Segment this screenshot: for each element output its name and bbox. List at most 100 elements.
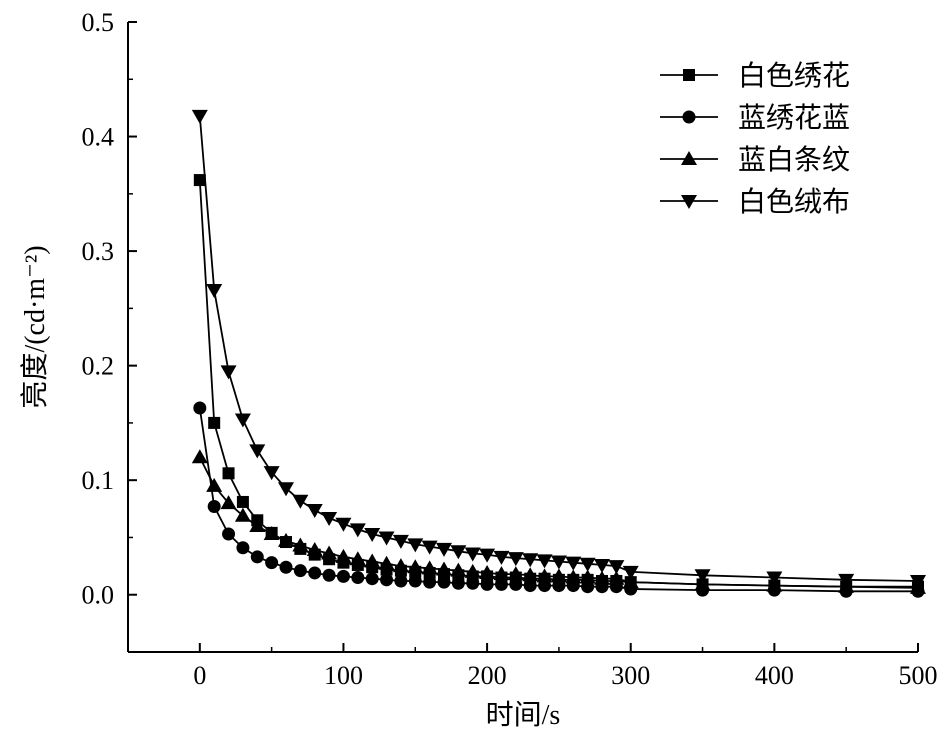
- data-point: [622, 574, 639, 589]
- legend-item: 蓝白条纹: [660, 144, 850, 176]
- data-point: [594, 570, 610, 585]
- data-point: [494, 577, 508, 591]
- data-point: [306, 503, 323, 518]
- y-tick-label: 0.5: [82, 8, 115, 37]
- data-point: [293, 564, 307, 578]
- data-point: [565, 556, 582, 571]
- data-point: [308, 566, 322, 580]
- data-point: [522, 553, 539, 568]
- data-point: [321, 511, 338, 526]
- legend-label: 蓝白条纹: [738, 144, 850, 176]
- data-point: [278, 482, 294, 497]
- data-point: [450, 562, 467, 577]
- y-tick-label: 0.1: [82, 466, 115, 495]
- series-layer: [191, 109, 926, 598]
- x-tick-label: 500: [899, 661, 938, 690]
- data-point: [421, 540, 438, 555]
- data-point: [694, 569, 711, 584]
- series-line: [198, 115, 919, 582]
- data-point: [191, 109, 208, 124]
- data-point: [536, 554, 553, 569]
- data-point: [206, 284, 223, 299]
- data-point: [220, 495, 237, 510]
- data-point: [206, 477, 223, 492]
- data-point: [191, 449, 208, 464]
- data-point: [507, 552, 524, 567]
- legend-label: 蓝绣花蓝: [738, 102, 850, 134]
- x-tick-label: 100: [324, 661, 363, 690]
- data-point: [550, 568, 567, 583]
- data-point: [466, 576, 480, 590]
- series-1: [193, 174, 924, 593]
- data-point: [392, 534, 409, 549]
- legend-marker: [683, 69, 695, 81]
- data-point: [249, 518, 266, 532]
- data-point: [321, 545, 338, 560]
- data-point: [364, 528, 381, 543]
- y-tick-label: 0.0: [82, 581, 115, 610]
- x-tick-label: 300: [611, 661, 650, 690]
- data-point: [608, 560, 625, 575]
- data-point: [380, 573, 394, 587]
- data-point: [565, 569, 582, 584]
- data-point: [536, 568, 553, 583]
- data-point: [407, 559, 424, 574]
- data-point: [365, 572, 379, 586]
- data-point: [479, 548, 496, 563]
- data-point: [236, 495, 249, 508]
- data-point: [222, 527, 236, 541]
- data-point: [335, 517, 352, 532]
- data-point: [279, 560, 293, 574]
- data-point: [278, 532, 294, 547]
- x-tick-label: 0: [193, 661, 206, 690]
- y-axis-title: 亮度/(cd·m⁻²): [19, 245, 51, 408]
- data-point: [250, 550, 264, 564]
- data-point: [579, 557, 596, 572]
- data-point: [392, 558, 409, 573]
- data-point: [394, 574, 408, 588]
- x-tick-label: 400: [755, 661, 794, 690]
- data-point: [579, 569, 596, 584]
- data-point: [464, 547, 481, 562]
- data-point: [522, 567, 539, 582]
- data-point: [436, 542, 452, 557]
- series-3: [191, 449, 926, 594]
- data-point: [263, 466, 280, 481]
- data-point: [236, 541, 250, 555]
- y-tick-label: 0.2: [82, 352, 115, 381]
- y-tick-label: 0.3: [82, 237, 115, 266]
- legend-label: 白色绒布: [738, 186, 850, 218]
- data-point: [766, 571, 783, 586]
- data-point: [351, 571, 365, 585]
- data-point: [349, 551, 366, 566]
- data-point: [451, 576, 465, 590]
- data-point: [550, 555, 567, 570]
- data-point: [450, 545, 467, 560]
- data-point: [193, 174, 206, 187]
- data-point: [234, 413, 251, 428]
- data-point: [234, 507, 251, 522]
- data-point: [265, 556, 279, 570]
- legend-item: 白色绒布: [660, 186, 850, 218]
- data-point: [349, 523, 366, 538]
- data-point: [437, 575, 451, 589]
- data-point: [222, 467, 235, 480]
- legend-marker: [682, 110, 696, 124]
- legend-marker: [681, 195, 697, 209]
- data-point: [220, 365, 237, 380]
- data-point: [292, 537, 309, 552]
- data-point: [694, 576, 711, 591]
- data-point: [493, 566, 510, 581]
- data-point: [509, 577, 523, 591]
- legend-marker: [681, 151, 697, 165]
- data-point: [480, 577, 494, 591]
- data-point: [378, 531, 395, 546]
- data-point: [263, 526, 280, 541]
- data-point: [838, 573, 855, 588]
- data-point: [608, 570, 625, 585]
- data-point: [622, 565, 639, 580]
- data-point: [364, 553, 381, 568]
- legend-item: 白色绣花: [660, 60, 850, 92]
